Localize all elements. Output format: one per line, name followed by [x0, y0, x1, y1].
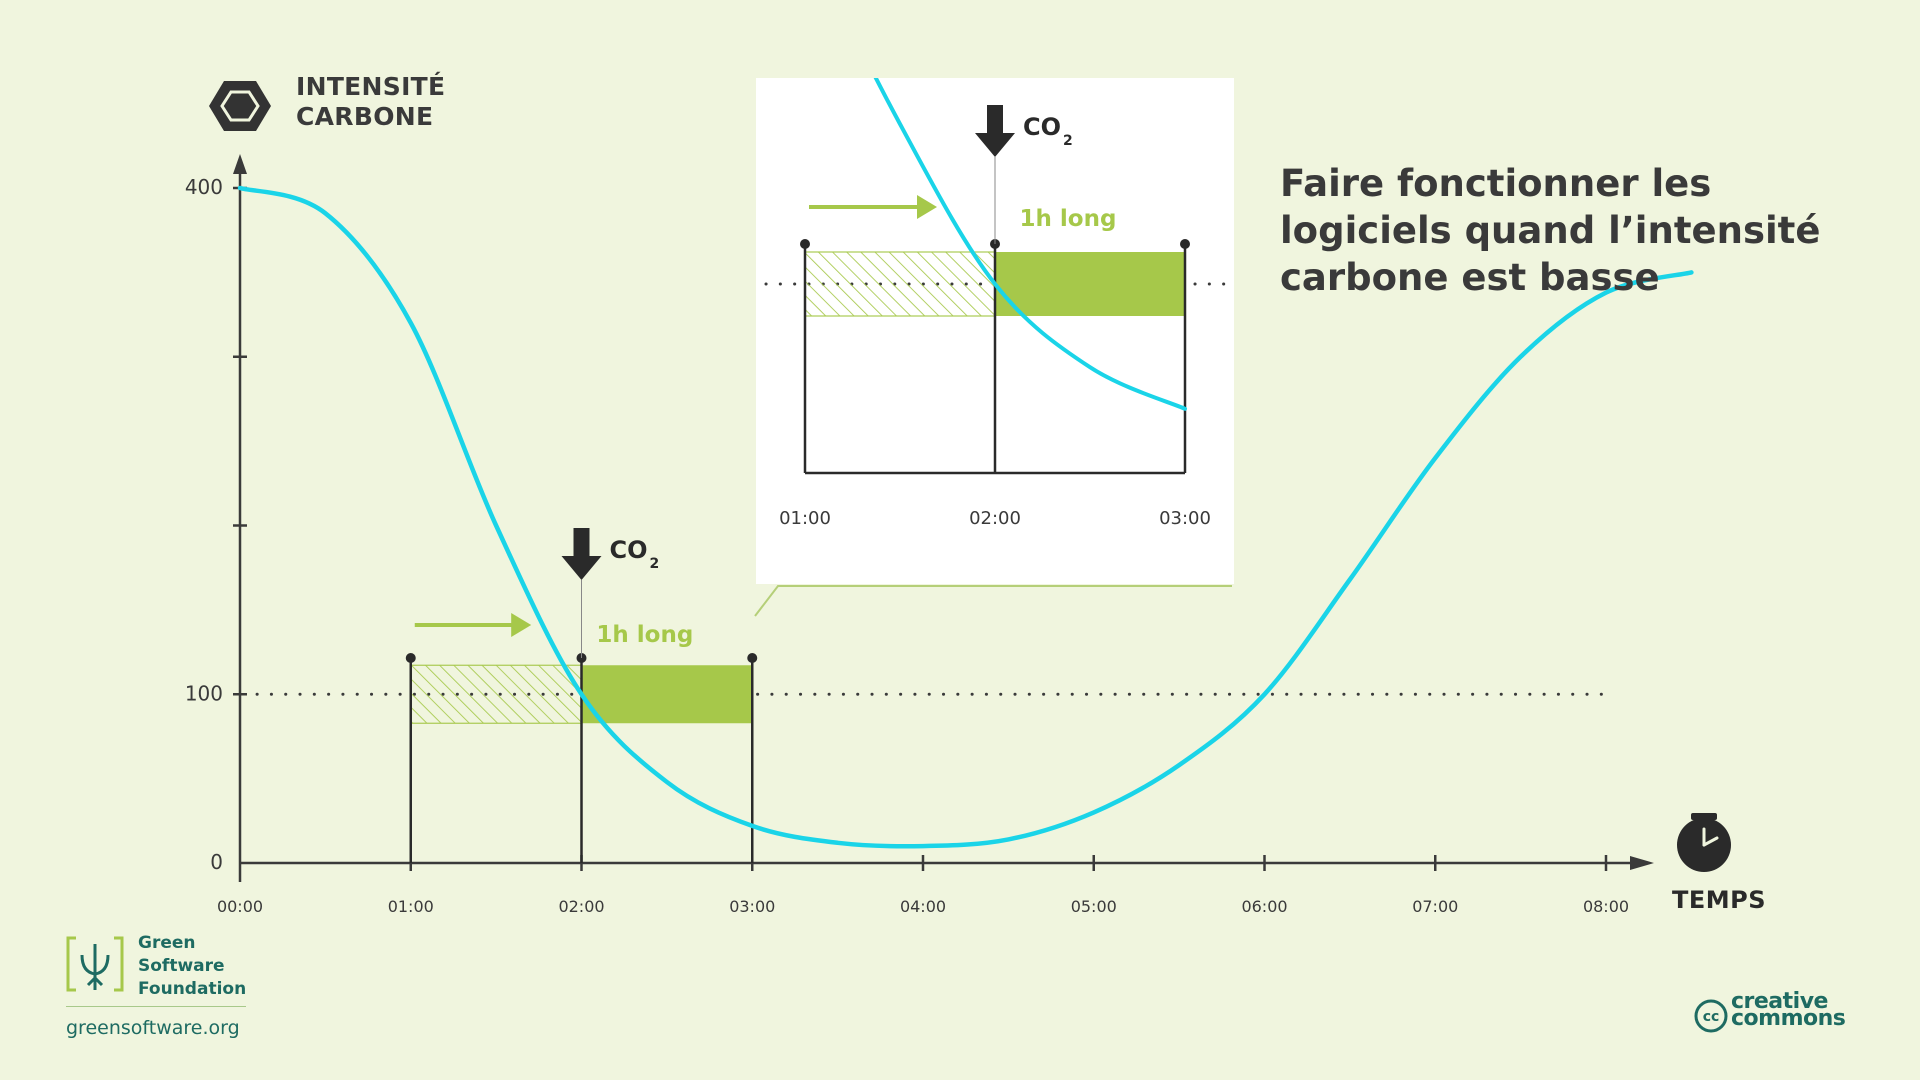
co2-arrow-shaft: [987, 105, 1003, 135]
y-tick-label: 400: [185, 175, 223, 199]
inset-connector: [754, 585, 1232, 617]
y-axis-title: INTENSITÉ CARBONE: [296, 72, 445, 132]
x-tick-label: 02:00: [558, 897, 604, 916]
inset-x-tick-label: 03:00: [1159, 508, 1211, 529]
job-bracket-dot: [405, 653, 416, 663]
duration-label: 1h long: [1020, 206, 1117, 232]
co2-subscript: 2: [650, 556, 660, 572]
shifted-job-block: [581, 665, 753, 724]
x-tick-label: 01:00: [388, 897, 434, 916]
x-tick-label: 08:00: [1583, 897, 1629, 916]
inset-x-tick-label: 02:00: [969, 508, 1021, 529]
x-axis: [240, 856, 1654, 870]
green-software-foundation-icon: [66, 936, 124, 992]
gsf-divider: [66, 1006, 246, 1007]
job-bracket-dot: [800, 239, 810, 249]
job-bracket-dot: [1180, 239, 1190, 249]
duration-label: 1h long: [596, 622, 693, 648]
x-tick-label: 05:00: [1071, 897, 1117, 916]
x-tick-label: 06:00: [1241, 897, 1287, 916]
gsf-line3: Foundation: [138, 979, 247, 999]
x-axis-title: TEMPS: [1672, 886, 1767, 914]
y-tick-labels: 0 100 400: [185, 175, 223, 874]
y-axis-title-line2: CARBONE: [296, 102, 434, 131]
y-tick-label: 100: [185, 681, 223, 705]
job-bracket-dot: [747, 653, 758, 663]
x-tick-label: 04:00: [900, 897, 946, 916]
zoom-inset: CO 2 1h long 01:00 02:00 03:00: [754, 78, 1234, 617]
shift-arrow-head: [917, 195, 937, 219]
creative-commons-icon: cc: [1694, 999, 1728, 1033]
shift-arrow-head: [511, 613, 532, 637]
inset-curve: [873, 78, 1187, 411]
shifted-job-block: [995, 252, 1185, 316]
hexagon-icon: [209, 81, 271, 131]
x-tick-label: 07:00: [1412, 897, 1458, 916]
co2-subscript: 2: [1063, 133, 1073, 149]
stopwatch-icon: [1677, 813, 1731, 872]
cc-badge-text: cc: [1703, 1009, 1720, 1025]
x-tick-label: 00:00: [217, 897, 263, 916]
gsf-url: greensoftware.org: [66, 1017, 240, 1039]
headline: Faire fonctionner les logiciels quand l’…: [1280, 162, 1821, 299]
y-tick-label: 0: [210, 850, 223, 874]
co2-arrow-shaft: [573, 528, 590, 558]
original-job-hatched: [410, 664, 583, 724]
x-tick-label: 03:00: [729, 897, 775, 916]
gsf-wordmark: Green Software Foundation: [138, 932, 246, 1001]
carbon-intensity-curve: [237, 185, 1694, 849]
y-axis-title-line1: INTENSITÉ: [296, 72, 446, 101]
gsf-line1: Green: [138, 933, 196, 953]
co2-arrow-head: [561, 556, 602, 580]
cc-line2: commons: [1731, 1006, 1846, 1031]
co2-label: CO: [610, 536, 648, 564]
cc-line1: creative: [1731, 989, 1828, 1014]
x-tick-labels: 00:00 01:00 02:00 03:00 04:00 05:00 06:00 07:00…: [217, 897, 1629, 916]
original-job-hatched: [804, 251, 996, 317]
gsf-line2: Software: [138, 956, 225, 976]
job-window: CO 2 1h long: [405, 528, 758, 863]
inset-x-tick-label: 01:00: [779, 508, 831, 529]
co2-arrow-head: [975, 133, 1015, 157]
y-axis: [233, 154, 247, 882]
creative-commons-wordmark: creative commons: [1731, 989, 1846, 1031]
co2-label: CO: [1023, 113, 1061, 141]
